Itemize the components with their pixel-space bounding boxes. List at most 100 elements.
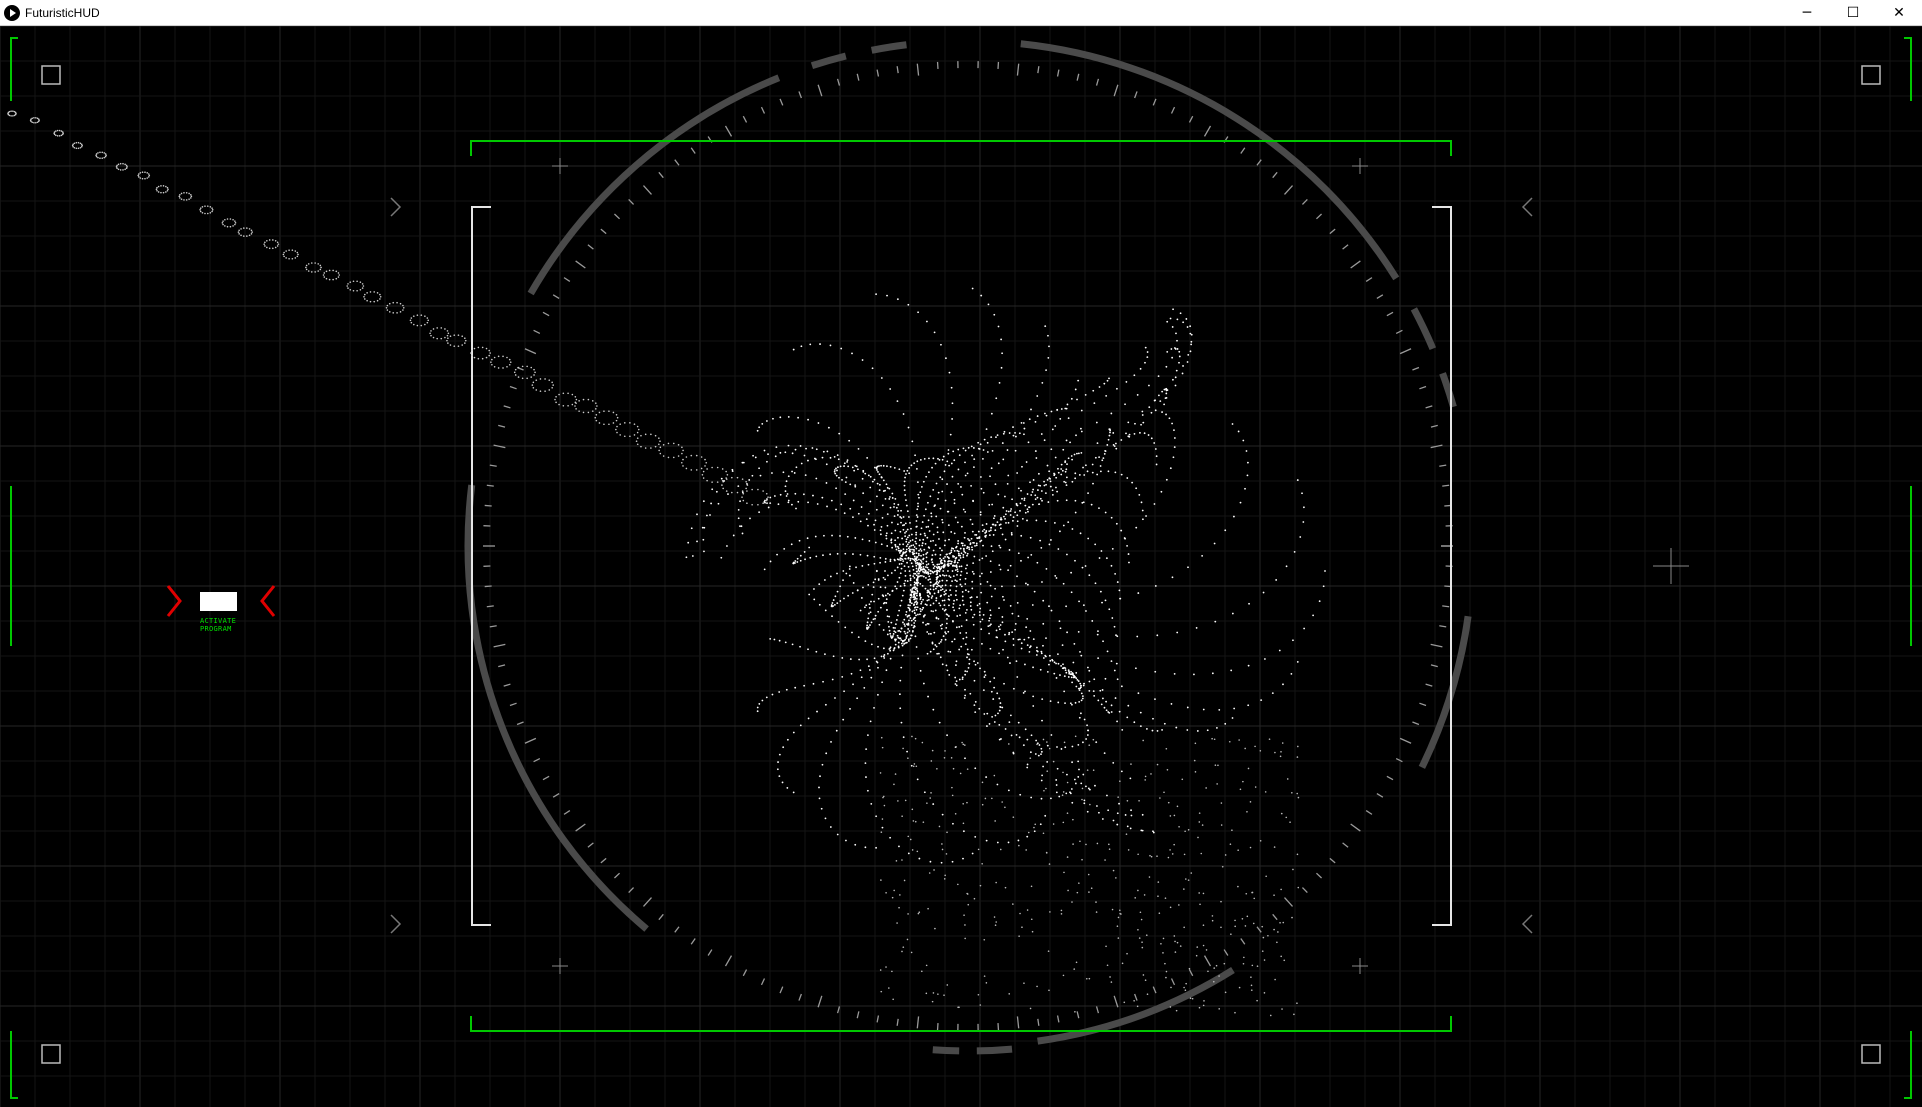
sculpture-particle — [907, 547, 910, 550]
sculpture-particle — [1078, 474, 1081, 476]
sculpture-particle — [1081, 566, 1084, 569]
sculpture-particle — [1039, 823, 1042, 826]
sculpture-particle — [1098, 456, 1101, 459]
scatter-particle — [1220, 926, 1222, 929]
sculpture-particle — [900, 555, 903, 557]
sculpture-particle — [903, 470, 906, 472]
sculpture-particle — [816, 710, 818, 713]
sculpture-particle — [989, 529, 992, 532]
trail-particle — [517, 366, 520, 369]
sculpture-particle — [946, 734, 948, 737]
trail-particle — [162, 185, 165, 187]
sculpture-particle — [966, 552, 969, 555]
sculpture-particle — [1103, 706, 1106, 709]
scatter-particle — [1193, 759, 1196, 762]
sculpture-particle — [882, 479, 885, 482]
sculpture-particle — [998, 709, 1001, 712]
sculpture-particle — [998, 738, 1001, 741]
hud-canvas[interactable]: ACTIVATE PROGRAM — [0, 26, 1922, 1107]
sculpture-particle — [919, 548, 922, 551]
sculpture-particle — [690, 527, 693, 530]
sculpture-particle — [919, 598, 922, 600]
sculpture-particle — [763, 449, 766, 452]
scatter-particle — [1280, 751, 1282, 753]
sculpture-particle — [1074, 499, 1077, 502]
sculpture-particle — [1027, 636, 1030, 639]
scatter-particle — [952, 767, 955, 770]
trail-particle — [427, 319, 430, 322]
sculpture-particle — [944, 638, 947, 641]
sculpture-particle — [911, 591, 914, 594]
sculpture-particle — [978, 602, 981, 605]
sculpture-particle — [815, 448, 818, 451]
sculpture-particle — [894, 545, 897, 548]
sculpture-particle — [1182, 365, 1184, 367]
sculpture-particle — [1141, 410, 1144, 413]
sculpture-particle — [999, 624, 1002, 626]
sculpture-particle — [906, 750, 908, 753]
sculpture-particle — [901, 558, 904, 561]
maximize-button[interactable]: ☐ — [1846, 5, 1860, 21]
sculpture-particle — [966, 648, 969, 651]
sculpture-particle — [946, 483, 948, 485]
sculpture-particle — [785, 480, 788, 483]
scatter-particle — [1141, 946, 1144, 949]
sculpture-particle — [861, 477, 864, 480]
sculpture-particle — [999, 546, 1002, 549]
scatter-particle — [882, 795, 885, 798]
activate-program-button[interactable] — [200, 592, 237, 611]
trail-particle — [146, 177, 149, 179]
sculpture-particle — [1030, 734, 1033, 737]
scatter-particle — [938, 825, 941, 828]
sculpture-particle — [881, 681, 884, 684]
sculpture-particle — [937, 497, 939, 500]
sculpture-particle — [1065, 605, 1068, 608]
sculpture-particle — [922, 480, 925, 483]
trail-particle — [294, 250, 297, 252]
sculpture-particle — [881, 504, 884, 507]
sculpture-particle — [867, 734, 869, 737]
sculpture-particle — [1021, 465, 1023, 468]
sculpture-particle — [1260, 699, 1263, 702]
sculpture-particle — [843, 597, 845, 600]
trail-particle — [582, 411, 585, 414]
sculpture-particle — [1062, 663, 1064, 666]
trail-particle — [60, 130, 63, 132]
sculpture-particle — [1022, 422, 1025, 424]
sculpture-particle — [1030, 796, 1033, 799]
sculpture-particle — [1115, 442, 1117, 445]
trail-particle — [623, 435, 626, 438]
sculpture-particle — [907, 638, 910, 641]
trail-particle — [373, 291, 376, 293]
sculpture-particle — [1011, 631, 1014, 633]
sculpture-particle — [1034, 494, 1037, 497]
sculpture-particle — [971, 454, 973, 457]
ring-tick — [1329, 857, 1336, 864]
scatter-particle — [944, 750, 946, 752]
sculpture-particle — [1056, 490, 1059, 493]
scatter-particle — [1062, 974, 1065, 977]
scatter-particle — [893, 889, 895, 892]
ring-tick — [1350, 260, 1361, 269]
scatter-particle — [1243, 956, 1245, 959]
sculpture-particle — [1036, 496, 1039, 499]
minimize-button[interactable]: ─ — [1802, 5, 1812, 21]
sculpture-particle — [870, 621, 873, 624]
sculpture-particle — [980, 572, 983, 575]
trail-particle — [222, 220, 224, 222]
sculpture-particle — [907, 557, 910, 560]
scatter-particle — [1187, 879, 1190, 881]
sculpture-particle — [1016, 514, 1019, 517]
sculpture-particle — [896, 634, 899, 637]
ring-tick — [614, 872, 620, 879]
trail-particle — [453, 345, 456, 347]
ring-tick — [1113, 84, 1119, 97]
sculpture-particle — [894, 631, 897, 634]
scatter-particle — [1213, 967, 1216, 969]
sculpture-particle — [1000, 366, 1003, 369]
sculpture-particle — [927, 563, 930, 565]
sculpture-particle — [782, 471, 785, 474]
scatter-particle — [1214, 764, 1217, 766]
close-button[interactable]: ✕ — [1893, 5, 1905, 21]
trail-particle — [204, 205, 206, 207]
